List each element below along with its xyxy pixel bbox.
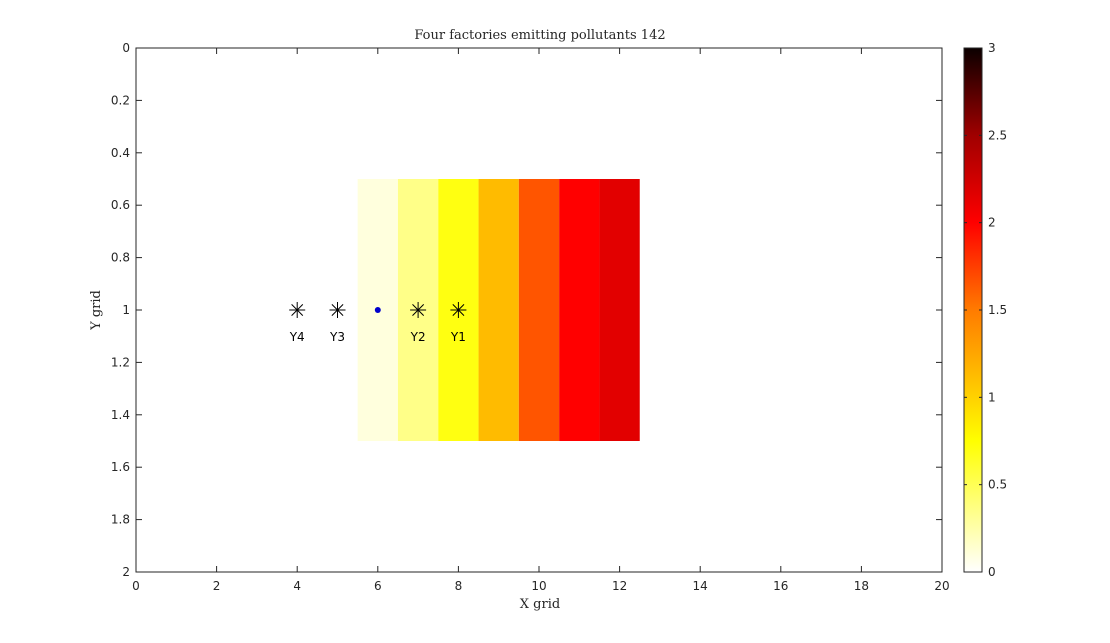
x-axis-label: X grid bbox=[520, 597, 560, 612]
heatmap-cells bbox=[357, 179, 640, 441]
heatmap-cell-3 bbox=[478, 179, 519, 441]
factory-marker-y4 bbox=[289, 302, 306, 318]
y-axis-label: Y grid bbox=[89, 290, 104, 331]
heatmap-cell-4 bbox=[518, 179, 560, 441]
y-tick-label-0: 0 bbox=[122, 41, 130, 55]
y-tick-label-6: 1.2 bbox=[111, 355, 130, 369]
x-tick-label-3: 6 bbox=[374, 579, 382, 593]
y-tick-label-8: 1.6 bbox=[111, 460, 130, 474]
x-tick-label-9: 18 bbox=[854, 579, 869, 593]
colorbar-tick-label-4: 2 bbox=[988, 216, 996, 230]
factory-marker-y2 bbox=[410, 302, 427, 318]
x-tick-label-5: 10 bbox=[531, 579, 546, 593]
x-tick-label-6: 12 bbox=[612, 579, 627, 593]
factory-label-y1: Y1 bbox=[450, 330, 466, 344]
y-tick-label-3: 0.6 bbox=[111, 198, 130, 212]
x-tick-label-4: 8 bbox=[455, 579, 463, 593]
heatmap-cell-6 bbox=[599, 179, 640, 441]
y-tick-label-9: 1.8 bbox=[111, 513, 130, 527]
y-tick-label-7: 1.4 bbox=[111, 408, 130, 422]
x-tick-label-7: 14 bbox=[693, 579, 708, 593]
factory-marker-y1 bbox=[450, 302, 467, 318]
heatmap-cell-5 bbox=[559, 179, 600, 441]
factory-marker-y3 bbox=[329, 302, 346, 318]
plot-area: Y4 Y3 Y2 Y1 0 2 4 6 8 10 12 14 16 18 20 00.20.40.60.8… bbox=[111, 41, 950, 593]
x-tick-label-8: 16 bbox=[773, 579, 788, 593]
factory-label-y3: Y3 bbox=[329, 330, 345, 344]
chart-title: Four factories emitting pollutants 142 bbox=[414, 28, 665, 43]
colorbar-tick-label-0: 0 bbox=[988, 565, 996, 579]
colorbar-tick-label-6: 3 bbox=[988, 41, 996, 55]
y-tick-label-1: 0.2 bbox=[111, 93, 130, 107]
factory-markers: Y4 Y3 Y2 Y1 bbox=[289, 302, 467, 344]
factory-label-y4: Y4 bbox=[289, 330, 305, 344]
y-tick-label-5: 1 bbox=[122, 303, 130, 317]
x-tick-label-1: 2 bbox=[213, 579, 221, 593]
y-tick-label-10: 2 bbox=[122, 565, 130, 579]
x-tick-label-2: 4 bbox=[293, 579, 301, 593]
y-tick-label-4: 0.8 bbox=[111, 251, 130, 265]
colorbar-tick-label-2: 1 bbox=[988, 390, 996, 404]
x-tick-label-0: 0 bbox=[132, 579, 140, 593]
colorbar-tick-label-1: 0.5 bbox=[988, 478, 1007, 492]
x-tick-label-10: 20 bbox=[934, 579, 949, 593]
colorbar-tick-label-3: 1.5 bbox=[988, 303, 1007, 317]
y-tick-label-2: 0.4 bbox=[111, 146, 130, 160]
colorbar-tick-label-5: 2.5 bbox=[988, 128, 1007, 142]
y-axis-ticks: 0 0.2 0.4 0.6 0.8 1 1.2 1.4 1.6 1.8 2 bbox=[111, 41, 942, 579]
x-axis-ticks: 0 2 4 6 8 10 12 14 16 18 20 bbox=[132, 48, 950, 593]
factory-label-y2: Y2 bbox=[410, 330, 426, 344]
colorbar: 0 0.5 1 1.5 2 2.5 3 bbox=[963, 41, 1007, 579]
receptor-point bbox=[374, 307, 381, 313]
colorbar-ticks: 0 0.5 1 1.5 2 2.5 3 bbox=[964, 41, 1007, 579]
